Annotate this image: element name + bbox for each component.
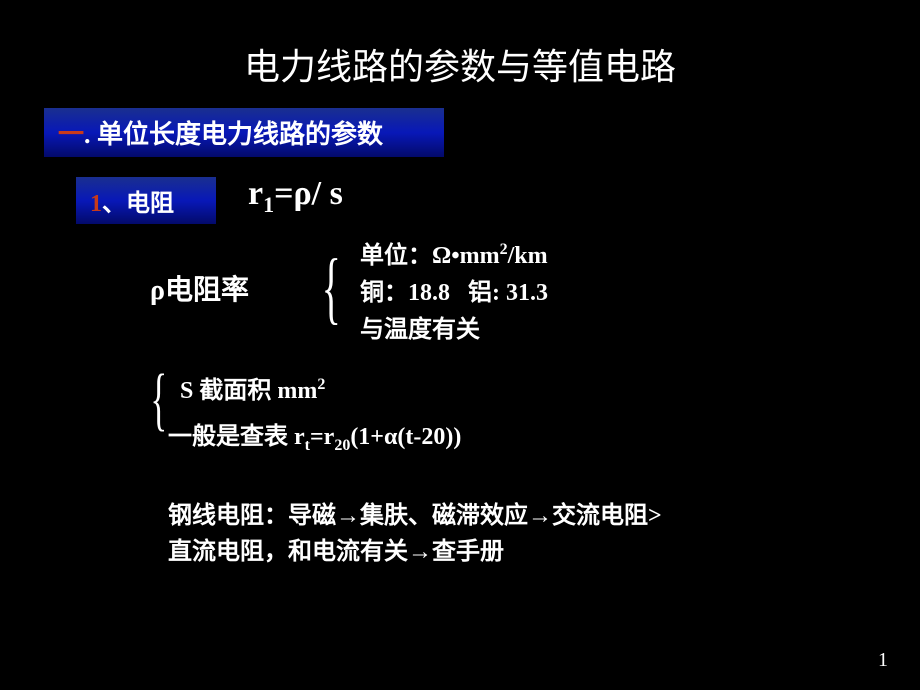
unit-sup: 2 bbox=[500, 241, 508, 258]
lookup-sub2: 20 bbox=[334, 437, 350, 454]
arrow-icon: → bbox=[408, 538, 432, 565]
unit-line: 单位：Ω•mm2/km bbox=[360, 238, 548, 274]
formula-sub: 1 bbox=[263, 192, 274, 217]
s-var: S bbox=[180, 378, 193, 404]
steel-l1c: 交流电阻> bbox=[552, 503, 662, 529]
section-header-2: 1、电阻 bbox=[76, 177, 216, 224]
section-header-1: 一. 单位长度电力线路的参数 bbox=[44, 108, 444, 157]
arrow-icon: → bbox=[528, 502, 552, 529]
section1-text: . 单位长度电力线路的参数 bbox=[84, 120, 383, 149]
formula-eq: =ρ/ s bbox=[274, 175, 343, 212]
s-line: S 截面积 mm2 bbox=[180, 370, 325, 405]
section2-text: 、电阻 bbox=[102, 191, 174, 217]
rho-label: ρ电阻率 bbox=[150, 268, 249, 308]
brace-icon-1: { bbox=[322, 243, 341, 334]
s-sup: 2 bbox=[317, 376, 325, 393]
steel-l1b: 集肤、磁滞效应 bbox=[360, 503, 528, 529]
temp-line: 与温度有关 bbox=[360, 312, 480, 348]
unit-label: 单位：Ω•mm bbox=[360, 243, 500, 269]
section1-num: 一 bbox=[58, 120, 84, 149]
s-label: 截面积 mm bbox=[199, 378, 317, 404]
lookup-pre: 一般是查表 r bbox=[168, 424, 305, 450]
steel-note: 钢线电阻：导磁→集肤、磁滞效应→交流电阻> 直流电阻，和电流有关→查手册 bbox=[168, 498, 818, 570]
copper-val: 铜：18.8 bbox=[360, 280, 450, 306]
lookup-post: (1+α(t-20)) bbox=[350, 424, 461, 450]
brace-icon-2: { bbox=[150, 360, 167, 440]
section2-num: 1 bbox=[90, 191, 102, 217]
formula-r: r bbox=[248, 175, 263, 212]
steel-l2a: 直流电阻，和电流有关 bbox=[168, 539, 408, 565]
formula-main: r1=ρ/ s bbox=[248, 175, 343, 218]
arrow-icon: → bbox=[336, 502, 360, 529]
material-line: 铜：18.8 铝: 31.3 bbox=[360, 275, 548, 311]
steel-l1a: 钢线电阻：导磁 bbox=[168, 503, 336, 529]
lookup-formula: 一般是查表 rt=r20(1+α(t-20)) bbox=[168, 416, 461, 455]
lookup-mid: =r bbox=[310, 424, 334, 450]
slide-title: 电力线路的参数与等值电路 bbox=[0, 0, 920, 90]
steel-l2b: 查手册 bbox=[432, 539, 504, 565]
unit-tail: /km bbox=[508, 243, 548, 269]
page-number: 1 bbox=[878, 649, 888, 672]
al-val: 铝: 31.3 bbox=[468, 280, 548, 306]
